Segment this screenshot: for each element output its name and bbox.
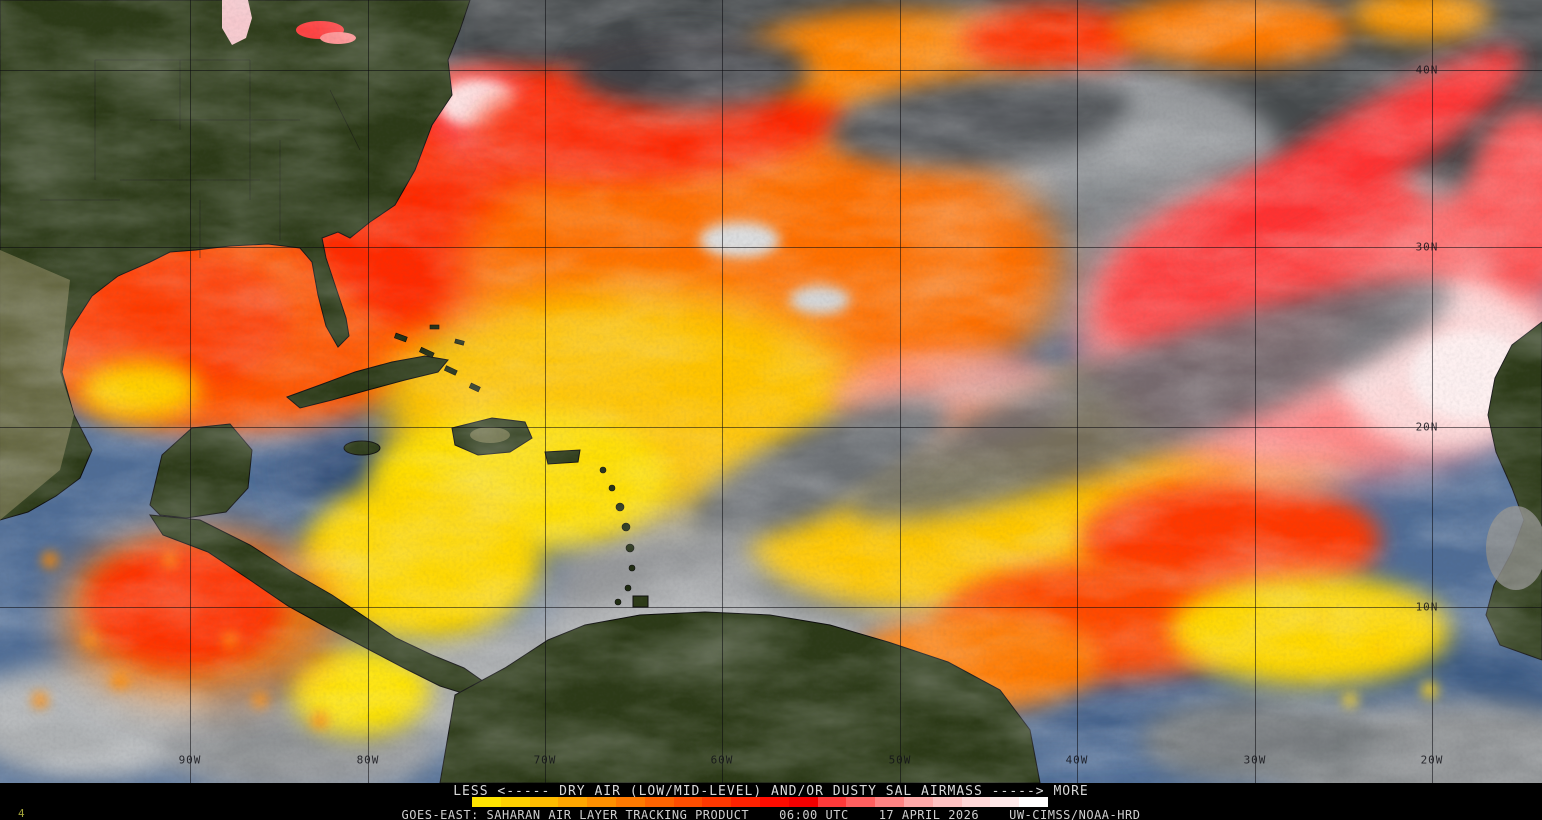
colorbar-step-7 [673,797,703,807]
colorbar-step-2 [529,797,559,807]
legend-caption: LESS <----- DRY AIR (LOW/MID-LEVEL) AND/… [453,784,1089,799]
colorbar-step-10 [759,797,789,807]
colorbar-step-8 [702,797,732,807]
colorbar-step-5 [615,797,645,807]
colorbar-step-17 [961,797,991,807]
colorbar-step-18 [990,797,1020,807]
colorbar-step-16 [932,797,962,807]
colorbar-step-19 [1019,797,1048,807]
colorbar-step-15 [903,797,933,807]
colorbar-step-11 [788,797,818,807]
colorbar-step-0 [472,797,501,807]
legend-bar: LESS <----- DRY AIR (LOW/MID-LEVEL) AND/… [0,783,1542,820]
product-date: 17 APRIL 2026 [878,808,980,820]
colorbar-step-3 [558,797,588,807]
product-info-line: GOES-EAST: SAHARAN AIR LAYER TRACKING PR… [0,808,1542,820]
colorbar-step-14 [875,797,904,807]
frame-number: 4 [18,807,25,820]
product-time: 06:00 UTC [779,808,849,820]
sal-colorbar [472,797,1048,807]
satellite-map: 90W 80W 70W 60W 50W 40W 30W 20W 40N 30N 20N 10N [0,0,1542,783]
colorbar-step-1 [500,797,530,807]
product-title: GOES-EAST: SAHARAN AIR LAYER TRACKING PR… [401,808,750,820]
colorbar-step-9 [731,797,760,807]
colorbar-step-12 [817,797,847,807]
colorbar-step-13 [846,797,876,807]
colorbar-step-6 [644,797,674,807]
product-credit: UW-CIMSS/NOAA-HRD [1009,808,1141,820]
satellite-imagery [0,0,1542,783]
colorbar-step-4 [587,797,616,807]
